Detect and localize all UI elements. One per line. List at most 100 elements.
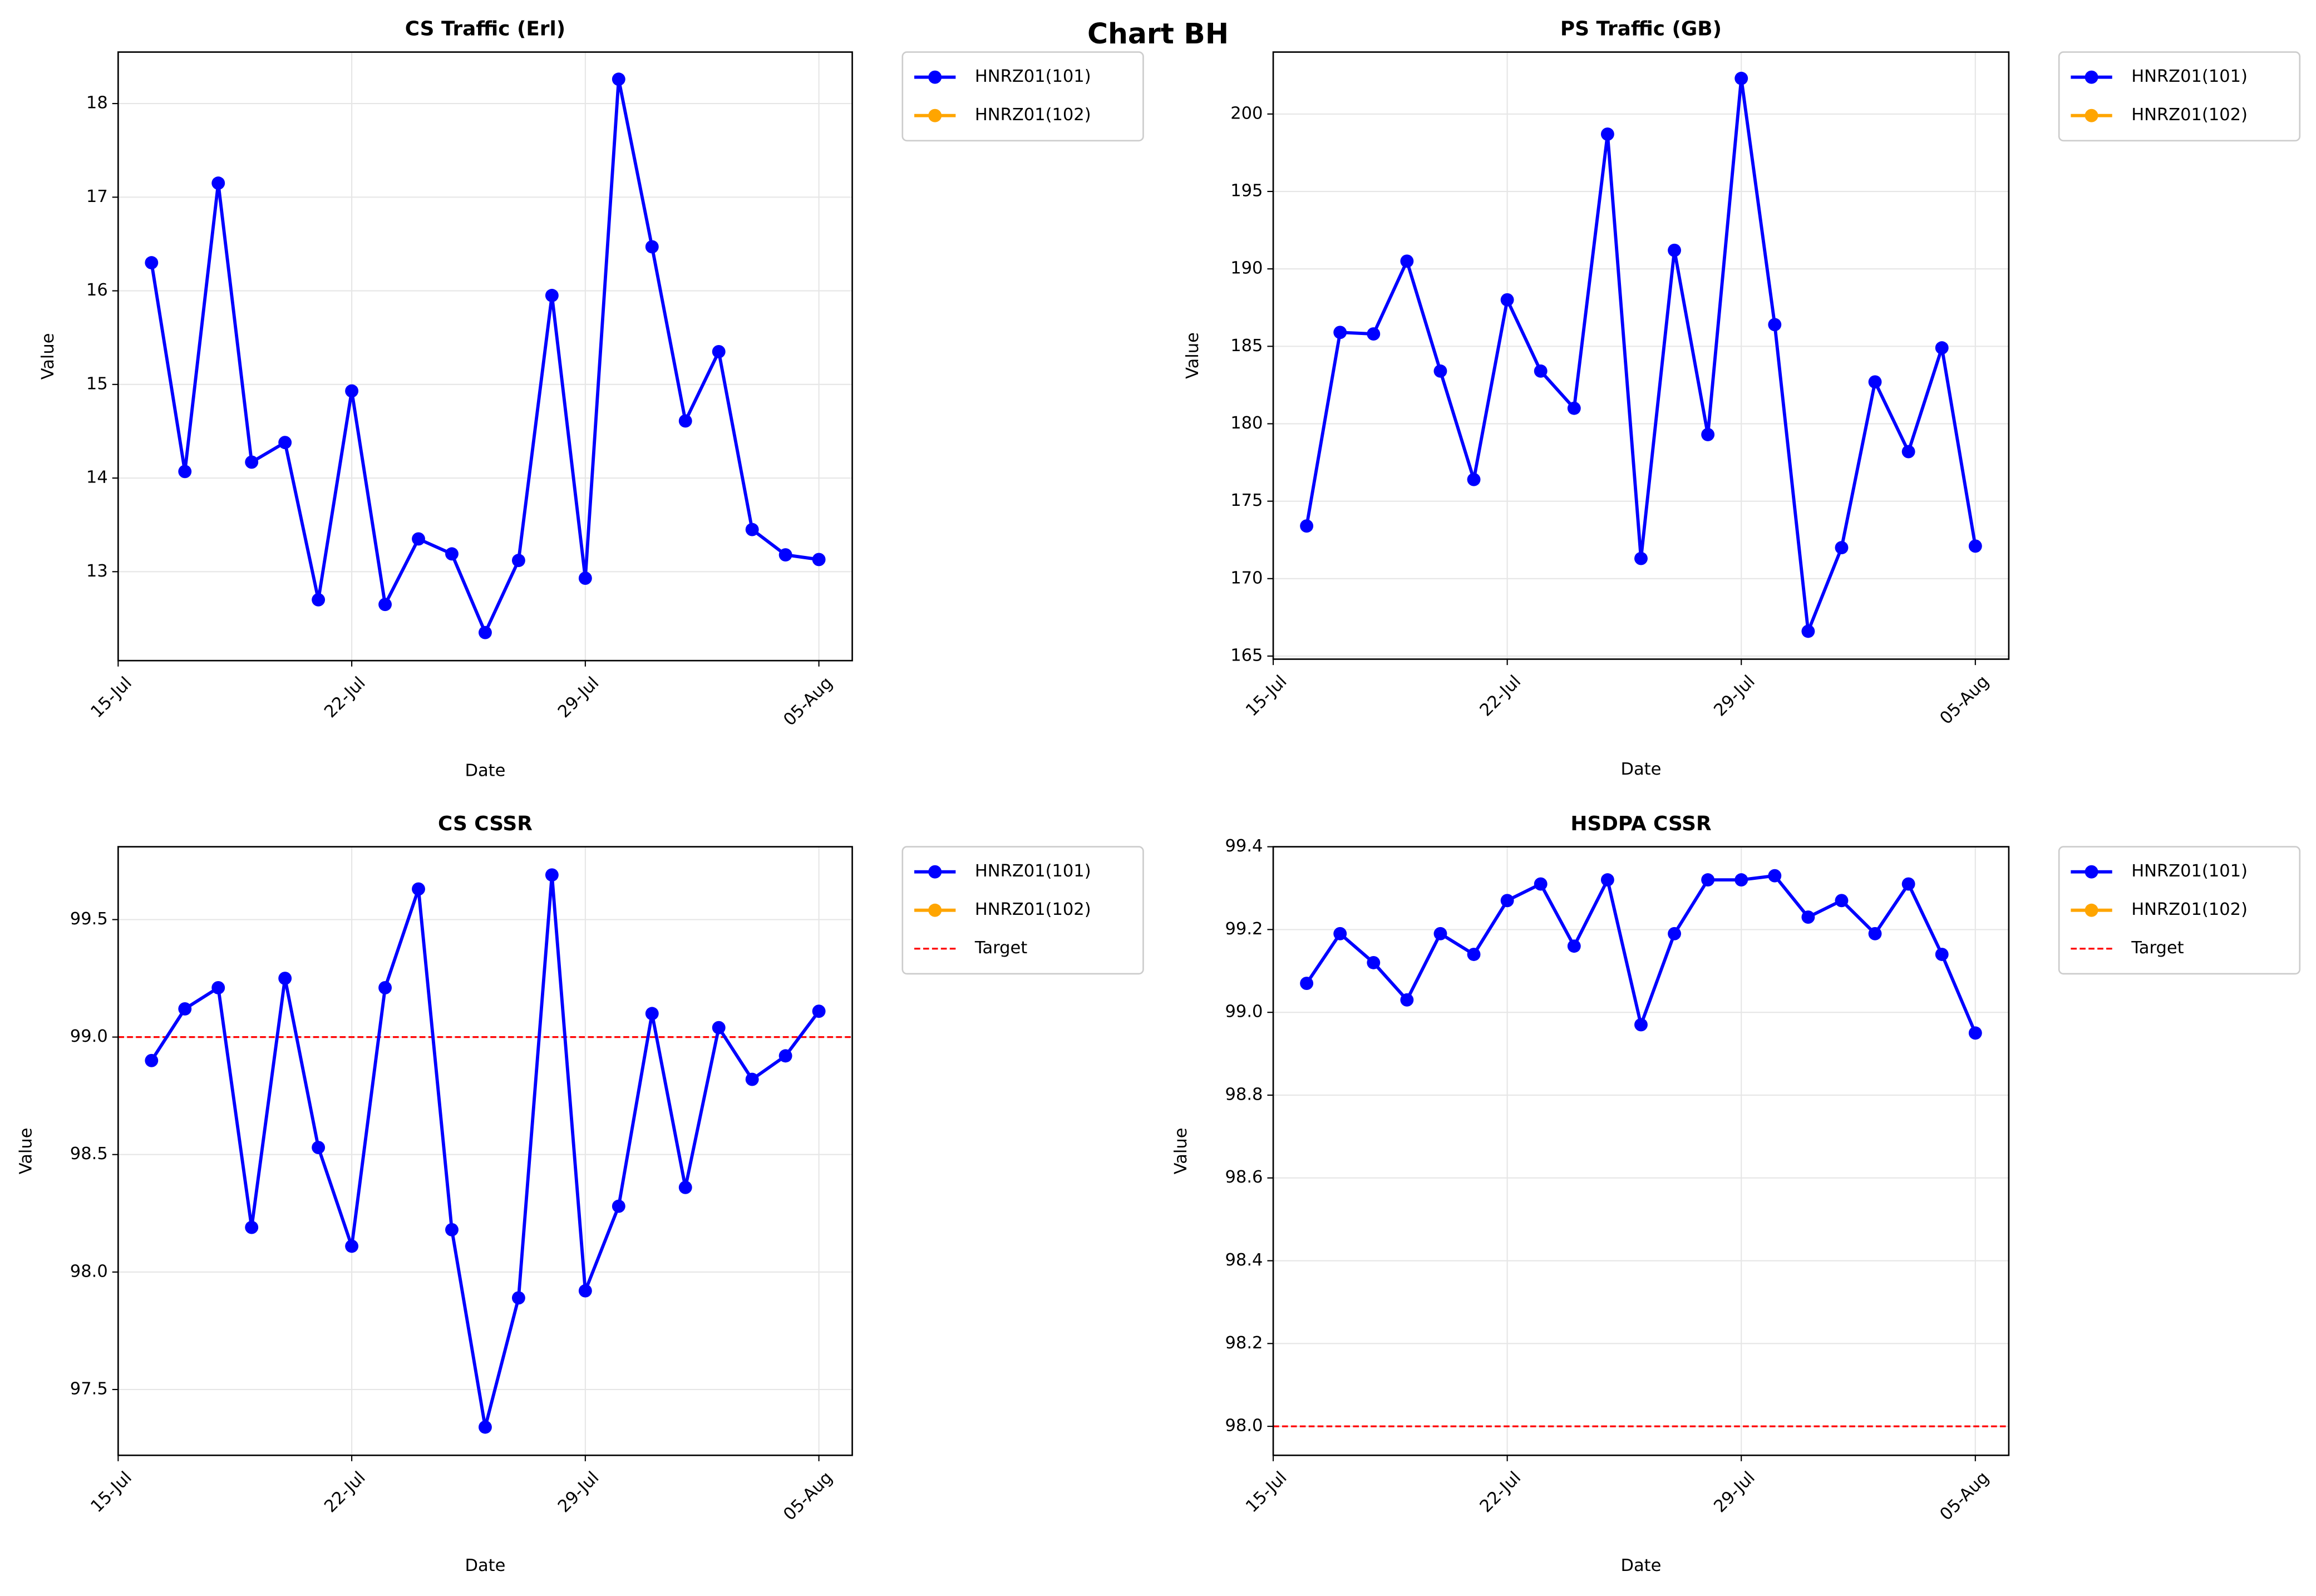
y-tick-label: 200 (1230, 104, 1263, 123)
marker (479, 625, 492, 639)
marker (1801, 624, 1815, 638)
marker (1367, 955, 1381, 969)
y-tick-label: 98.0 (70, 1262, 108, 1281)
marker (645, 1007, 659, 1021)
y-tick-label: 14 (86, 468, 108, 487)
y-axis-label: Value (1183, 332, 1203, 379)
marker (1433, 364, 1447, 378)
legend-marker (928, 70, 942, 84)
marker (345, 1239, 359, 1253)
marker (1868, 375, 1882, 389)
marker (778, 548, 792, 561)
plot-frame (1272, 51, 2010, 660)
marker (312, 593, 326, 607)
legend-box (901, 51, 1144, 142)
plot-frame (117, 51, 853, 662)
legend-marker (928, 109, 942, 122)
marker (1901, 445, 1915, 459)
subplot-title: CS CSSR (438, 812, 533, 835)
marker (678, 1180, 692, 1194)
marker (645, 240, 659, 254)
marker (479, 1420, 492, 1434)
marker (1768, 869, 1782, 883)
marker (245, 1220, 259, 1234)
marker (1567, 401, 1581, 415)
legend-box (2058, 51, 2301, 142)
marker (545, 868, 559, 882)
marker (445, 1223, 459, 1237)
x-axis-label: Date (465, 1556, 505, 1575)
y-tick-label: 97.5 (70, 1379, 108, 1398)
marker (1634, 551, 1648, 565)
marker (1935, 341, 1949, 355)
marker (412, 532, 425, 546)
marker (178, 1002, 192, 1016)
marker (612, 1199, 625, 1213)
marker (511, 554, 525, 568)
y-tick-label: 195 (1230, 181, 1263, 201)
legend-label: HNRZ01(102) (975, 105, 1091, 125)
subplot-title: CS Traffic (Erl) (405, 18, 565, 41)
marker (211, 176, 225, 190)
legend-label: Target (974, 938, 1027, 958)
marker (145, 256, 159, 270)
marker (1768, 318, 1782, 332)
y-tick-label: 98.5 (70, 1144, 108, 1164)
marker (1367, 327, 1381, 341)
y-axis-label: Value (1171, 1127, 1191, 1174)
marker (312, 1141, 326, 1154)
legend-marker (928, 865, 942, 879)
y-tick-label: 99.0 (1225, 1002, 1263, 1022)
marker (1467, 472, 1481, 486)
y-tick-label: 98.2 (1225, 1333, 1263, 1353)
marker (1333, 927, 1347, 940)
marker (278, 972, 292, 985)
marker (745, 523, 759, 536)
marker (1701, 428, 1715, 441)
y-tick-label: 99.5 (70, 909, 108, 929)
marker (745, 1072, 759, 1086)
y-tick-label: 99.4 (1225, 836, 1263, 856)
marker (1333, 326, 1347, 339)
marker (1467, 948, 1481, 961)
marker (1534, 364, 1548, 378)
marker (1433, 927, 1447, 940)
y-tick-label: 98.0 (1225, 1416, 1263, 1436)
marker (1901, 877, 1915, 891)
marker (1734, 71, 1748, 85)
marker (1600, 873, 1614, 887)
y-tick-label: 165 (1230, 646, 1263, 665)
y-tick-label: 16 (86, 280, 108, 300)
marker (1801, 910, 1815, 924)
marker (1300, 977, 1314, 991)
legend-label: HNRZ01(101) (2131, 67, 2248, 86)
x-axis-label: Date (1620, 1556, 1661, 1575)
y-tick-label: 98.4 (1225, 1250, 1263, 1270)
marker (211, 981, 225, 994)
x-axis-label: Date (465, 761, 505, 781)
marker (1701, 873, 1715, 887)
marker (1400, 993, 1414, 1007)
legend-marker (2085, 70, 2098, 84)
marker (812, 1004, 826, 1018)
marker (1300, 519, 1314, 533)
marker (1734, 873, 1748, 887)
subplot: 97.598.098.599.099.515-Jul 22-Jul 29-Jul 05… (16, 812, 1144, 1575)
marker (278, 436, 292, 450)
y-tick-label: 185 (1230, 336, 1263, 356)
subplot-title: PS Traffic (GB) (1560, 18, 1722, 41)
marker (511, 1291, 525, 1305)
marker (778, 1049, 792, 1063)
y-tick-label: 18 (86, 93, 108, 113)
x-axis-label: Date (1620, 760, 1661, 779)
y-tick-label: 98.8 (1225, 1085, 1263, 1104)
marker (245, 455, 259, 469)
figure-title: Chart BH (1087, 17, 1229, 50)
marker (345, 384, 359, 398)
marker (145, 1053, 159, 1067)
plot-frame (117, 846, 853, 1456)
marker (578, 572, 592, 585)
